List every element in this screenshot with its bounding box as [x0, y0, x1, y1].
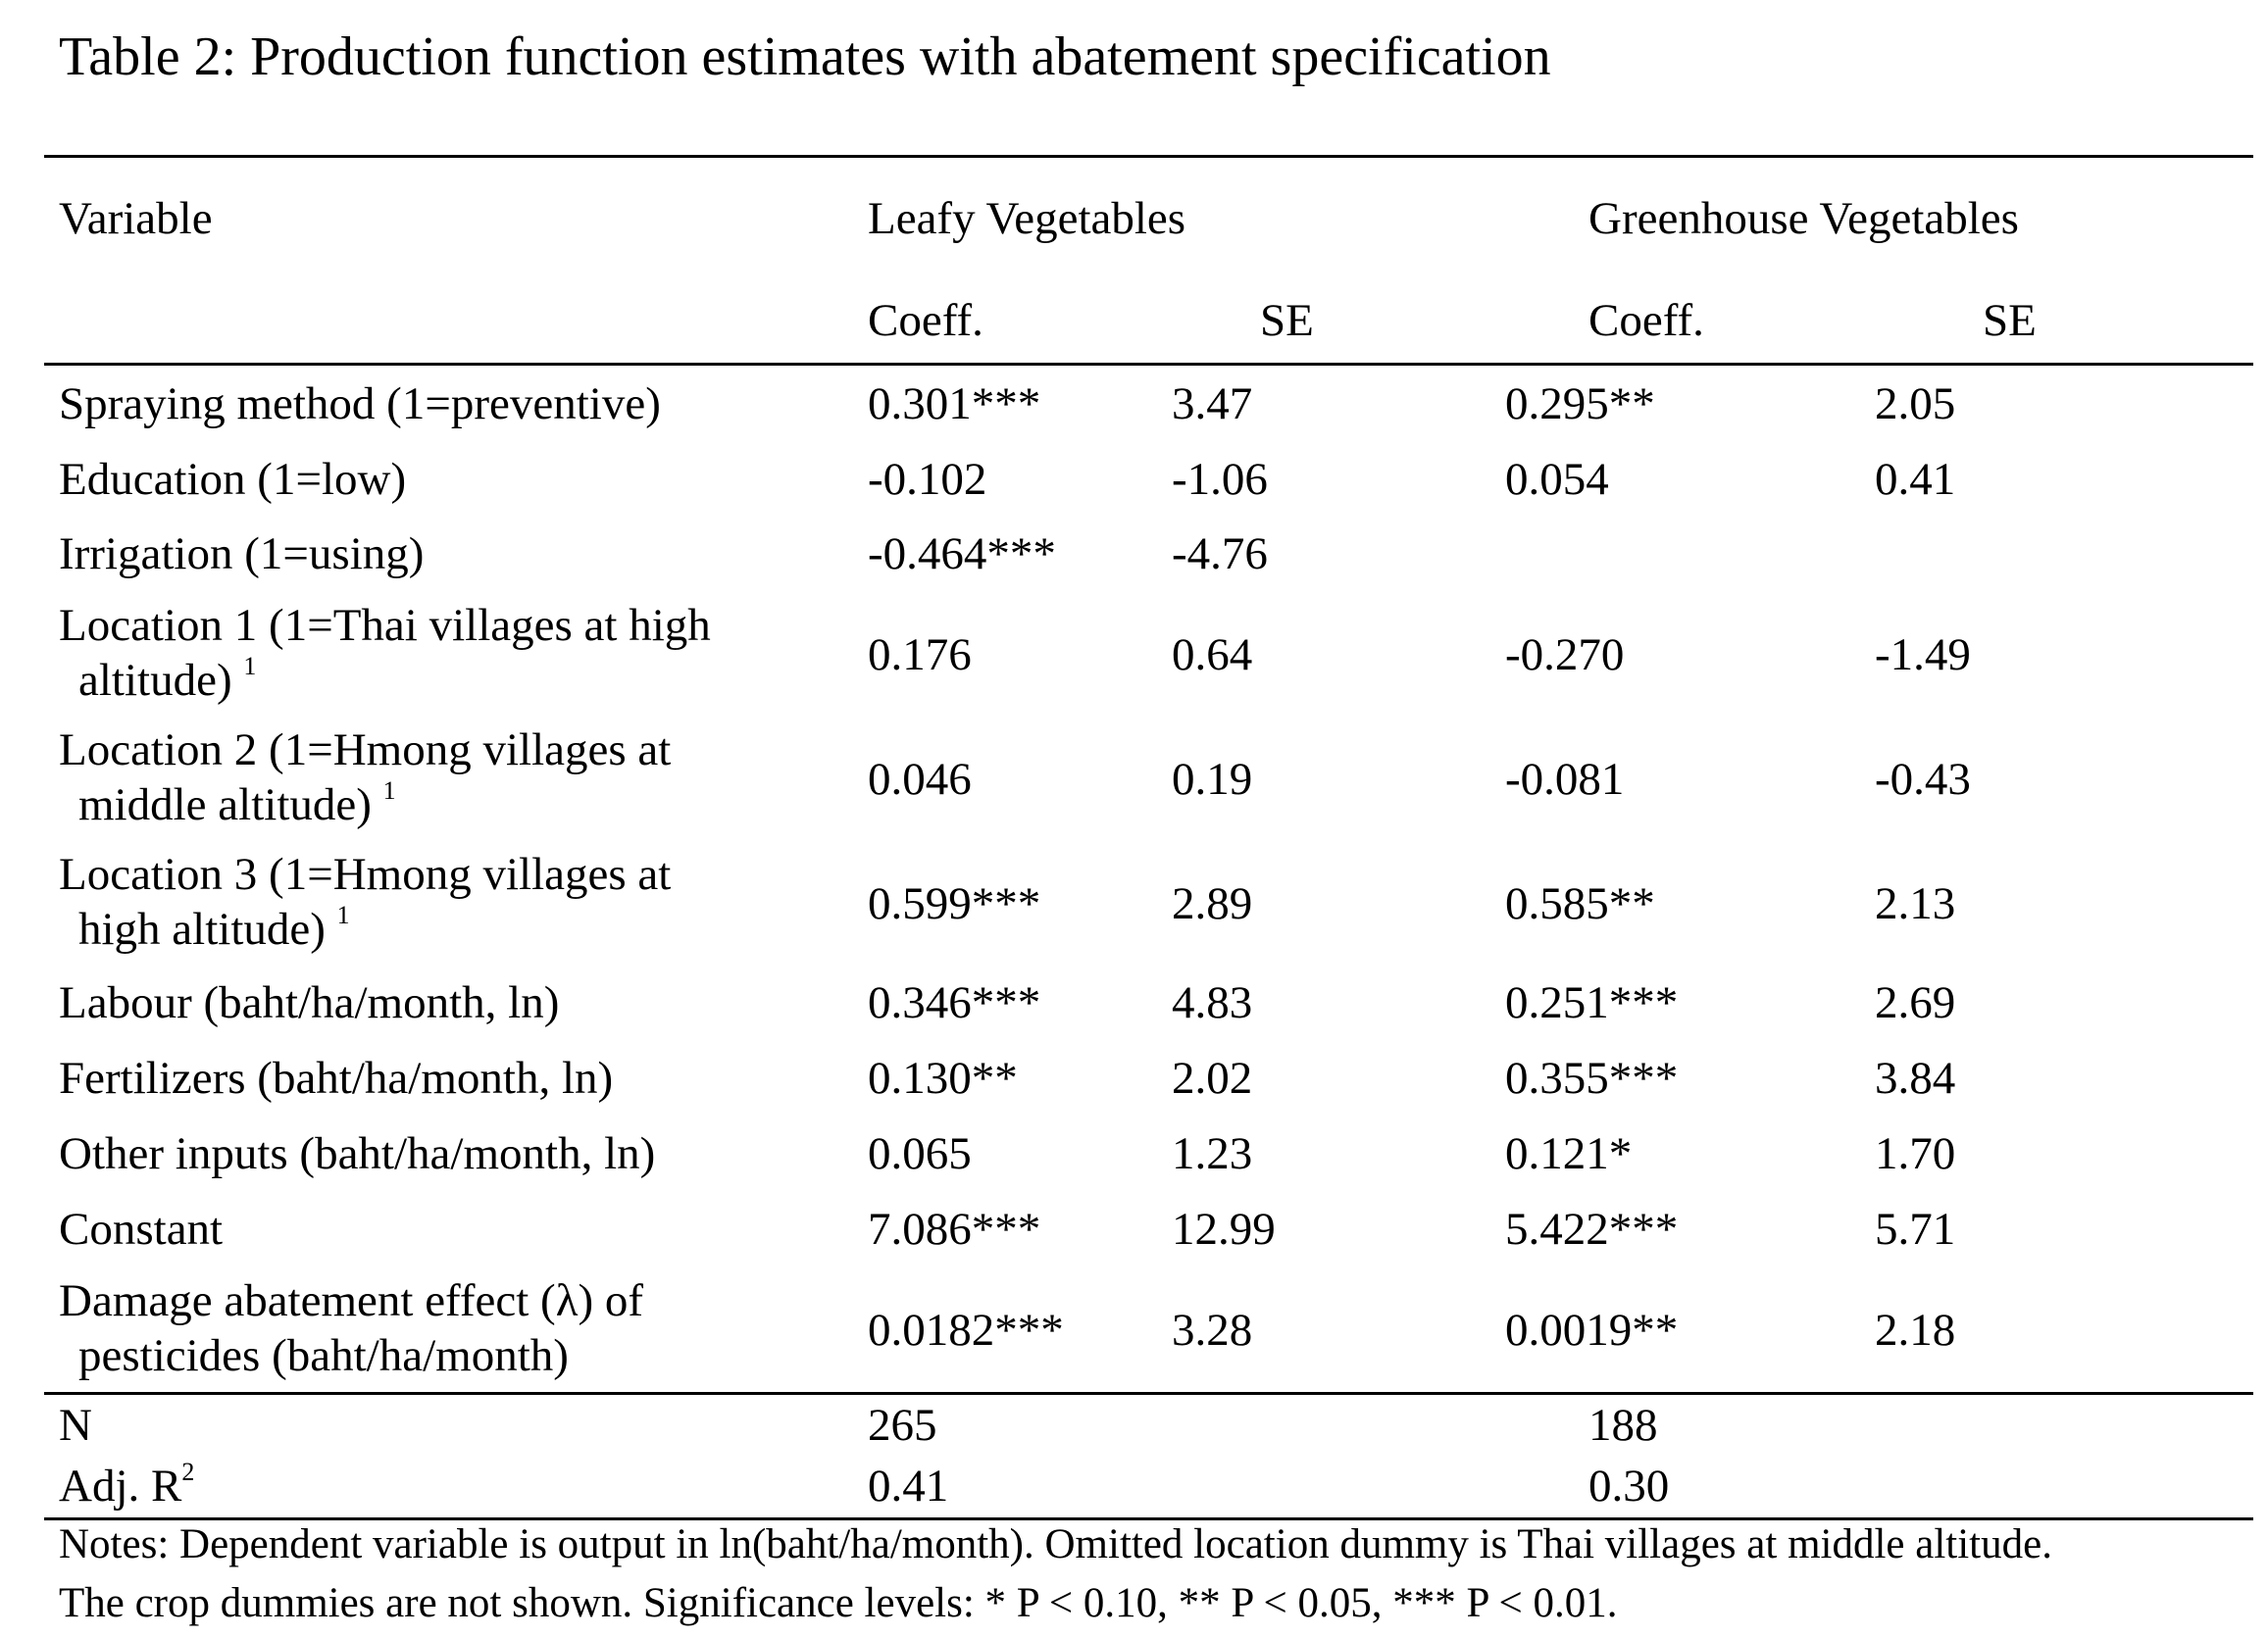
- greenhouse-coeff: -0.081: [1505, 754, 1625, 805]
- row-label: Constant: [59, 1204, 224, 1255]
- greenhouse-coeff: 0.295**: [1505, 378, 1655, 429]
- greenhouse-se: 5.71: [1875, 1204, 1956, 1255]
- stats-rule: [44, 1392, 2253, 1395]
- row-label-text: middle altitude): [78, 779, 372, 830]
- r2-leafy: 0.41: [868, 1461, 949, 1512]
- leafy-se: 0.64: [1172, 629, 1253, 680]
- greenhouse-coeff: 0.054: [1505, 454, 1609, 505]
- greenhouse-se: 2.18: [1875, 1305, 1956, 1356]
- greenhouse-coeff: 0.355***: [1505, 1053, 1679, 1104]
- row-label-text: altitude): [78, 655, 232, 706]
- leafy-se: -1.06: [1172, 454, 1268, 505]
- top-rule: [44, 155, 2253, 158]
- row-label: Other inputs (baht/ha/month, ln): [59, 1128, 656, 1179]
- greenhouse-se: -0.43: [1875, 754, 1971, 805]
- r2-greenhouse: 0.30: [1588, 1461, 1670, 1512]
- header-leafy-coeff: Coeff.: [868, 295, 983, 346]
- row-label-continued: middle altitude) 1: [78, 777, 396, 832]
- leafy-se: -4.76: [1172, 528, 1268, 579]
- n-greenhouse: 188: [1588, 1400, 1658, 1451]
- header-leafy-vegetables: Leafy Vegetables: [868, 193, 1186, 244]
- leafy-se: 3.47: [1172, 378, 1253, 429]
- greenhouse-coeff: 0.251***: [1505, 977, 1679, 1028]
- leafy-se: 2.89: [1172, 878, 1253, 929]
- header-greenhouse-coeff: Coeff.: [1588, 295, 1704, 346]
- leafy-se: 3.28: [1172, 1305, 1253, 1356]
- greenhouse-se: -1.49: [1875, 629, 1971, 680]
- footnote-marker: 1: [243, 652, 257, 681]
- leafy-coeff: 0.346***: [868, 977, 1041, 1028]
- row-label: Location 1 (1=Thai villages at high: [59, 600, 711, 651]
- greenhouse-coeff: 0.121*: [1505, 1128, 1633, 1179]
- greenhouse-se: 2.69: [1875, 977, 1956, 1028]
- row-label-text: high altitude): [78, 904, 326, 955]
- leafy-se: 1.23: [1172, 1128, 1253, 1179]
- leafy-se: 0.19: [1172, 754, 1253, 805]
- n-label: N: [59, 1400, 92, 1451]
- greenhouse-se: 2.05: [1875, 378, 1956, 429]
- footnote-marker: 1: [382, 776, 396, 806]
- row-label: Labour (baht/ha/month, ln): [59, 977, 560, 1028]
- row-label: Irrigation (1=using): [59, 528, 425, 579]
- header-leafy-se: SE: [1260, 295, 1314, 346]
- greenhouse-coeff: 0.585**: [1505, 878, 1655, 929]
- row-label: Education (1=low): [59, 454, 407, 505]
- row-label: Location 2 (1=Hmong villages at: [59, 724, 672, 775]
- leafy-se: 12.99: [1172, 1204, 1276, 1255]
- row-label: Damage abatement effect (λ) of: [59, 1275, 644, 1326]
- leafy-coeff: 0.065: [868, 1128, 972, 1179]
- leafy-coeff: -0.464***: [868, 528, 1056, 579]
- r2-label: Adj. R2: [59, 1459, 194, 1514]
- r2-superscript: 2: [181, 1458, 195, 1487]
- greenhouse-se: 2.13: [1875, 878, 1956, 929]
- r2-label-text: Adj. R: [59, 1461, 182, 1512]
- notes-line-2: The crop dummies are not shown. Signific…: [59, 1580, 1618, 1626]
- notes-line-1: Notes: Dependent variable is output in l…: [59, 1521, 2052, 1567]
- leafy-coeff: 0.130**: [868, 1053, 1018, 1104]
- greenhouse-coeff: 0.0019**: [1505, 1305, 1679, 1356]
- row-label-continued: high altitude) 1: [78, 902, 350, 957]
- n-leafy: 265: [868, 1400, 937, 1451]
- greenhouse-se: 1.70: [1875, 1128, 1956, 1179]
- leafy-se: 2.02: [1172, 1053, 1253, 1104]
- leafy-coeff: 0.0182***: [868, 1305, 1064, 1356]
- header-greenhouse-vegetables: Greenhouse Vegetables: [1588, 193, 2019, 244]
- greenhouse-se: 3.84: [1875, 1053, 1956, 1104]
- leafy-coeff: 0.599***: [868, 878, 1041, 929]
- leafy-se: 4.83: [1172, 977, 1253, 1028]
- row-label: Location 3 (1=Hmong villages at: [59, 849, 672, 900]
- table-title: Table 2: Production function estimates w…: [59, 26, 1551, 87]
- header-variable: Variable: [59, 193, 213, 244]
- greenhouse-coeff: 5.422***: [1505, 1204, 1679, 1255]
- row-label: Spraying method (1=preventive): [59, 378, 661, 429]
- header-rule: [44, 363, 2253, 366]
- bottom-rule: [44, 1517, 2253, 1520]
- leafy-coeff: 7.086***: [868, 1204, 1041, 1255]
- leafy-coeff: 0.046: [868, 754, 972, 805]
- greenhouse-se: 0.41: [1875, 454, 1956, 505]
- row-label-continued: altitude) 1: [78, 653, 256, 708]
- greenhouse-coeff: -0.270: [1505, 629, 1625, 680]
- row-label: Fertilizers (baht/ha/month, ln): [59, 1053, 614, 1104]
- row-label-continued: pesticides (baht/ha/month): [78, 1330, 569, 1381]
- leafy-coeff: 0.176: [868, 629, 972, 680]
- footnote-marker: 1: [336, 901, 350, 930]
- leafy-coeff: 0.301***: [868, 378, 1041, 429]
- leafy-coeff: -0.102: [868, 454, 987, 505]
- header-greenhouse-se: SE: [1983, 295, 2037, 346]
